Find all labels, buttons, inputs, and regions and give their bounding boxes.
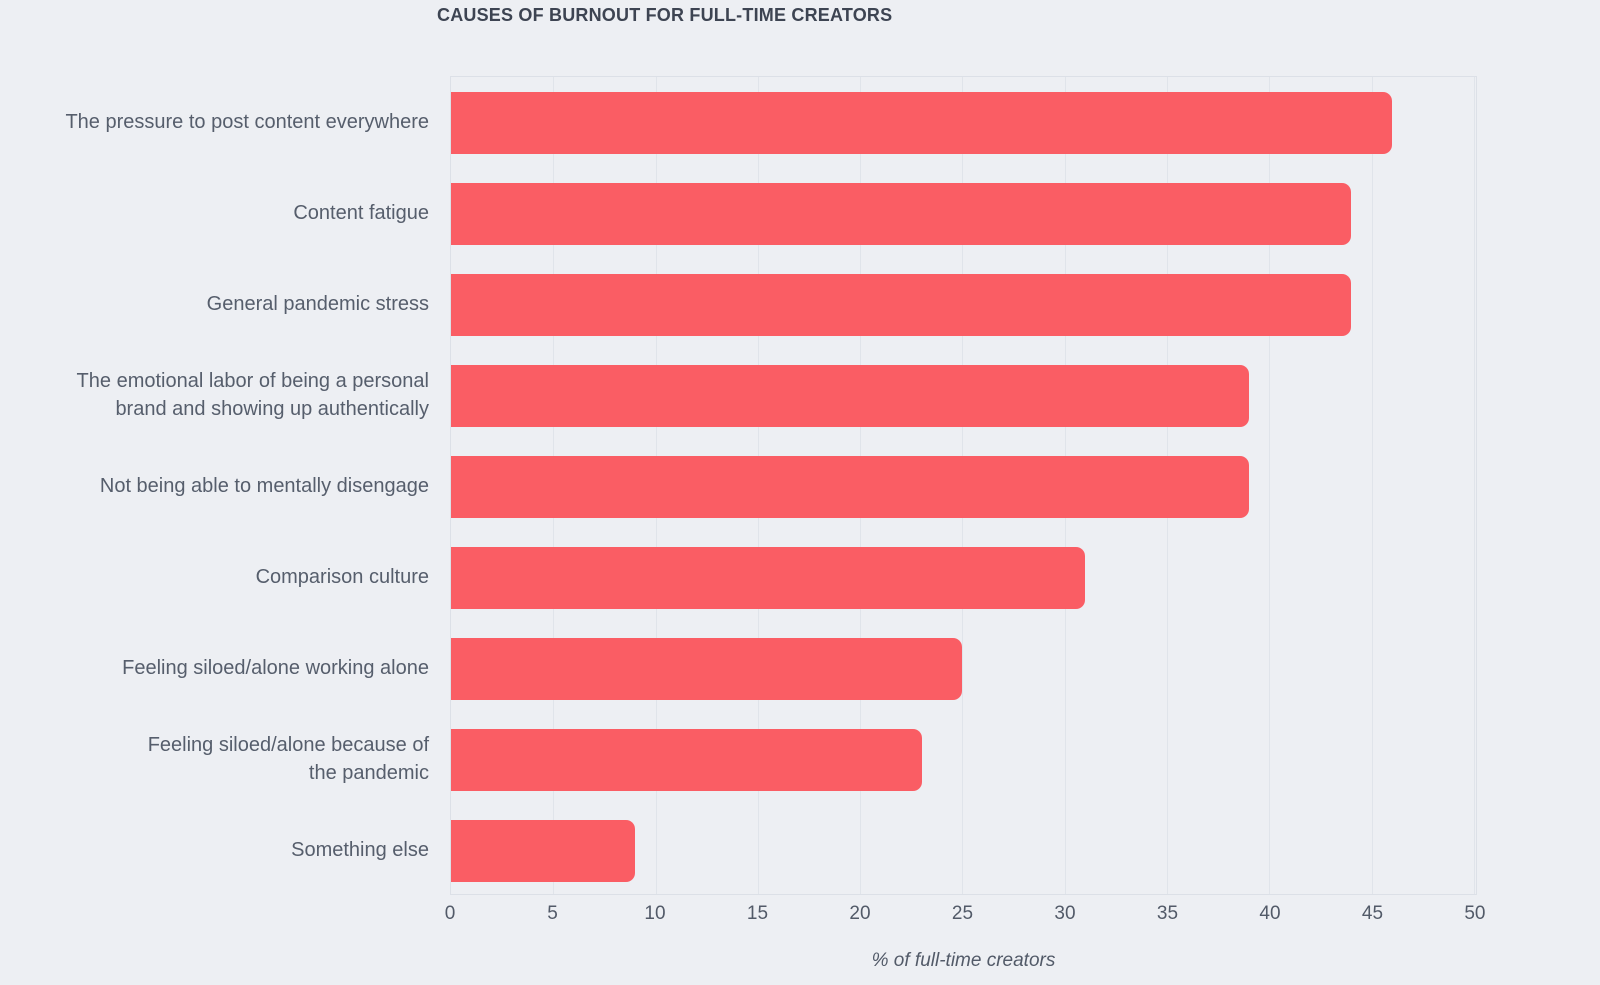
x-tick-label-30: 30 [1054,903,1076,924]
bar-5 [451,546,1086,609]
bar-0 [451,91,1393,154]
category-label-0: The pressure to post content everywhere [65,110,429,133]
x-axis-title: % of full-time creators [871,950,1056,971]
x-axis-ticks: 0 5 10 15 20 25 30 35 40 45 50 [445,903,1486,929]
bar-4 [451,455,1249,518]
category-label-6: Feeling siloed/alone working alone [122,656,429,679]
bar-1 [451,182,1352,245]
x-tick-label-25: 25 [951,903,974,924]
x-tick-label-50: 50 [1464,903,1486,924]
category-label-4: Not being able to mentally disengage [99,474,429,497]
x-tick-label-5: 5 [547,903,558,924]
category-label-3: The emotional labor of being a personal … [76,369,429,420]
category-label-1: Content fatigue [293,201,429,224]
gridline-x-50 [1473,77,1475,894]
category-label-8: Something else [291,838,429,861]
bar-3 [451,364,1249,427]
x-tick-label-40: 40 [1259,903,1281,924]
plot-area [450,76,1477,895]
category-axis: The pressure to post content everywhere C… [0,76,429,895]
x-tick-label-0: 0 [444,903,456,924]
category-label-5: Comparison culture [255,565,429,588]
x-tick-label-15: 15 [746,903,769,924]
x-tick-label-20: 20 [849,903,871,924]
x-tick-label-45: 45 [1361,903,1384,924]
x-tick-label-35: 35 [1156,903,1179,924]
bar-6 [451,637,963,700]
category-label-7: Feeling siloed/alone because of the pand… [147,733,429,784]
gridline-x-40 [1269,77,1271,894]
chart-title: CAUSES OF BURNOUT FOR FULL-TIME CREATORS [437,5,893,25]
gridline-x-45 [1371,77,1373,894]
bar-2 [451,273,1352,336]
category-label-2: General pandemic stress [206,292,429,315]
x-tick-label-10: 10 [644,903,666,924]
bar-7 [451,728,922,791]
bar-8 [451,819,636,882]
